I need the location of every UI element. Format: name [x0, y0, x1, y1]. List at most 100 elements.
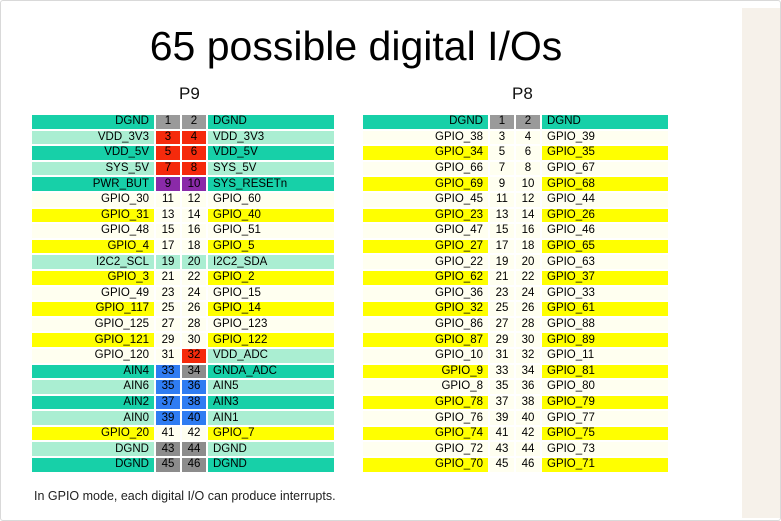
pin-name-right: GPIO_75 — [542, 426, 668, 441]
pin-number-left: 5 — [488, 146, 514, 160]
pin-name-left: GPIO_30 — [32, 192, 154, 207]
p9-pin-row: GPIO_125 27 28 GPIO_123 — [32, 317, 334, 332]
p8-pin-row: GPIO_47 15 16 GPIO_46 — [363, 224, 668, 238]
p9-pin-row: GPIO_121 29 30 GPIO_122 — [32, 333, 334, 347]
pin-name-right: GPIO_61 — [542, 302, 668, 316]
pin-number-left: 27 — [488, 317, 514, 332]
pin-name-left: DGND — [32, 442, 154, 457]
pin-number-left: 3 — [488, 130, 514, 145]
pin-name-left: GPIO_49 — [32, 286, 154, 301]
pin-name-right: GPIO_60 — [208, 192, 334, 207]
pin-number-right: 20 — [514, 255, 542, 269]
pin-name-left: DGND — [32, 458, 154, 472]
pin-number-right: 44 — [180, 442, 208, 457]
pin-name-left: GPIO_34 — [363, 146, 488, 160]
pin-number-left: 11 — [488, 192, 514, 207]
pin-number-right: 14 — [180, 208, 208, 223]
pin-number-left: 11 — [154, 192, 180, 207]
pin-name-left: GPIO_117 — [32, 302, 154, 316]
p8-pin-row: GPIO_38 3 4 GPIO_39 — [363, 130, 668, 145]
pin-number-right: 12 — [514, 192, 542, 207]
p8-pin-row: GPIO_69 9 10 GPIO_68 — [363, 177, 668, 191]
pin-name-right: GPIO_2 — [208, 270, 334, 285]
pin-name-left: I2C2_SCL — [32, 255, 154, 269]
pin-name-left: GPIO_45 — [363, 192, 488, 207]
pin-number-right: 32 — [180, 348, 208, 363]
pin-number-right: 2 — [180, 115, 208, 129]
p9-pin-row: AIN4 33 34 GNDA_ADC — [32, 364, 334, 379]
pin-number-left: 29 — [154, 333, 180, 347]
pin-number-right: 24 — [514, 286, 542, 301]
pin-name-right: DGND — [542, 115, 668, 129]
pin-name-right: GPIO_51 — [208, 224, 334, 238]
p9-pin-row: GPIO_4 17 18 GPIO_5 — [32, 239, 334, 254]
pin-name-right: GPIO_81 — [542, 364, 668, 379]
pin-number-right: 42 — [514, 426, 542, 441]
p8-pin-row: GPIO_32 25 26 GPIO_61 — [363, 302, 668, 316]
pin-number-left: 23 — [154, 286, 180, 301]
pin-number-left: 31 — [154, 348, 180, 363]
p9-pin-row: AIN6 35 36 AIN5 — [32, 380, 334, 394]
pin-number-left: 25 — [154, 302, 180, 316]
pin-name-right: VDD_ADC — [208, 348, 334, 363]
p9-pin-row: GPIO_120 31 32 VDD_ADC — [32, 348, 334, 363]
p8-pin-row: GPIO_34 5 6 GPIO_35 — [363, 146, 668, 160]
pin-number-left: 43 — [154, 442, 180, 457]
pin-name-left: AIN6 — [32, 380, 154, 394]
pin-name-left: DGND — [32, 115, 154, 129]
pin-number-right: 20 — [180, 255, 208, 269]
pin-number-left: 1 — [154, 115, 180, 129]
pin-number-left: 7 — [488, 161, 514, 176]
p8-pin-row: GPIO_86 27 28 GPIO_88 — [363, 317, 668, 332]
pin-name-left: AIN4 — [32, 364, 154, 379]
p9-pin-row: GPIO_49 23 24 GPIO_15 — [32, 286, 334, 301]
pin-number-left: 21 — [488, 270, 514, 285]
p9-pin-row: GPIO_20 41 42 GPIO_7 — [32, 426, 334, 441]
pin-number-left: 33 — [488, 364, 514, 379]
pin-name-right: DGND — [208, 115, 334, 129]
pin-name-left: GPIO_4 — [32, 239, 154, 254]
pin-number-right: 8 — [180, 161, 208, 176]
pin-name-right: GPIO_88 — [542, 317, 668, 332]
pin-name-right: I2C2_SDA — [208, 255, 334, 269]
p9-pin-row: I2C2_SCL 19 20 I2C2_SDA — [32, 255, 334, 269]
pin-name-right: DGND — [208, 442, 334, 457]
pin-number-right: 16 — [180, 224, 208, 238]
pin-name-left: GPIO_23 — [363, 208, 488, 223]
pin-name-left: GPIO_62 — [363, 270, 488, 285]
pin-number-left: 35 — [154, 380, 180, 394]
pin-number-right: 38 — [514, 395, 542, 410]
pin-name-left: GPIO_87 — [363, 333, 488, 347]
pin-name-right: SYS_RESETn — [208, 177, 334, 191]
pin-number-right: 22 — [180, 270, 208, 285]
pin-number-right: 40 — [180, 411, 208, 425]
pin-name-right: GPIO_44 — [542, 192, 668, 207]
pin-name-left: GPIO_3 — [32, 270, 154, 285]
pin-number-right: 26 — [180, 302, 208, 316]
pin-number-right: 28 — [180, 317, 208, 332]
p8-pin-table: DGND 1 2 DGND GPIO_38 3 4 GPIO_39 GPIO_34 5 6 GPIO_… — [363, 113, 668, 474]
pin-name-right: GPIO_89 — [542, 333, 668, 347]
pin-number-left: 37 — [488, 395, 514, 410]
pin-name-right: GPIO_35 — [542, 146, 668, 160]
pin-name-left: GPIO_121 — [32, 333, 154, 347]
p9-pin-row: GPIO_3 21 22 GPIO_2 — [32, 270, 334, 285]
pin-number-right: 40 — [514, 411, 542, 425]
pin-number-right: 6 — [514, 146, 542, 160]
pin-name-left: PWR_BUT — [32, 177, 154, 191]
pin-number-left: 13 — [488, 208, 514, 223]
pin-number-right: 38 — [180, 395, 208, 410]
pin-number-right: 18 — [180, 239, 208, 254]
pin-number-left: 9 — [488, 177, 514, 191]
pin-number-left: 5 — [154, 146, 180, 160]
pin-name-right: GNDA_ADC — [208, 364, 334, 379]
pin-name-right: GPIO_79 — [542, 395, 668, 410]
pin-name-right: GPIO_39 — [542, 130, 668, 145]
p8-pin-row: GPIO_72 43 44 GPIO_73 — [363, 442, 668, 457]
p9-pin-row: VDD_5V 5 6 VDD_5V — [32, 146, 334, 160]
pin-name-right: GPIO_65 — [542, 239, 668, 254]
pin-name-left: GPIO_70 — [363, 458, 488, 472]
pin-name-left: GPIO_125 — [32, 317, 154, 332]
pin-name-right: GPIO_40 — [208, 208, 334, 223]
pin-number-right: 6 — [180, 146, 208, 160]
